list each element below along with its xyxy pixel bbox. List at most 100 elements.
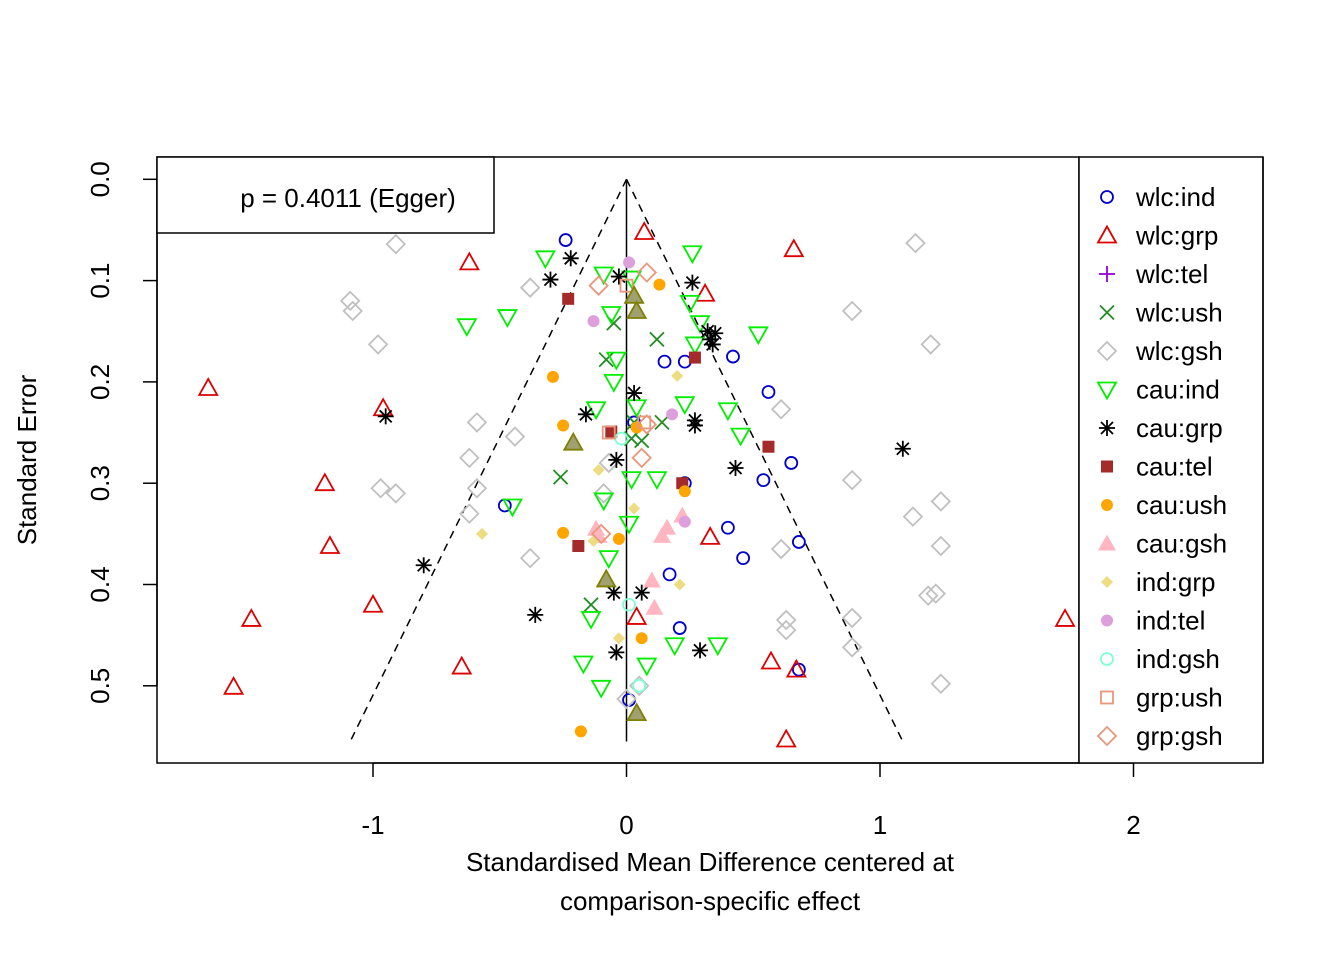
data-point	[756, 473, 771, 488]
data-point	[841, 637, 863, 658]
data-point	[319, 535, 341, 554]
data-point	[603, 373, 625, 393]
legend-marker	[1096, 725, 1118, 747]
data-point	[673, 578, 686, 591]
data-point	[704, 336, 721, 353]
data-point	[562, 292, 575, 305]
data-point	[623, 256, 636, 269]
data-point	[621, 471, 643, 490]
y-tick-label: 0.1	[85, 263, 115, 299]
data-point	[601, 425, 616, 440]
legend: wlc:ind wlc:grp wlc:tel wlc:ush wlc:gsh cau:i…	[1078, 156, 1264, 782]
data-point	[626, 606, 648, 625]
data-point	[637, 415, 652, 430]
data-point	[646, 471, 668, 490]
data-point	[585, 401, 607, 421]
x-tick-label: 2	[1126, 810, 1140, 840]
data-point	[593, 483, 614, 504]
y-tick-label: 0.0	[85, 161, 115, 197]
annotation-box	[156, 156, 495, 234]
data-point	[622, 597, 636, 612]
data-point	[678, 485, 691, 498]
data-point	[664, 637, 686, 657]
data-point	[671, 369, 684, 382]
data-point	[372, 397, 394, 417]
y-tick-label: 0.3	[85, 465, 115, 501]
legend-marker	[1098, 766, 1116, 782]
data-point	[684, 336, 706, 356]
data-point	[694, 282, 716, 302]
data-point	[707, 637, 729, 657]
legend-label: cau:ind	[1136, 375, 1220, 405]
y-tick-label: 0.2	[85, 364, 115, 400]
data-point	[501, 498, 523, 518]
axes: -1 0 1 2 0.0 0.1 0.2 0.3 0.4 0.5	[85, 156, 1141, 840]
y-axis-title: Standard Error	[12, 374, 42, 545]
legend-label: cau:gsh	[1136, 529, 1227, 559]
data-point	[598, 351, 614, 368]
data-point	[649, 331, 665, 347]
data-point	[415, 557, 432, 574]
legend-label: wlc:ind	[1135, 182, 1215, 212]
data-point	[681, 245, 703, 265]
data-point	[527, 606, 544, 623]
data-point	[612, 632, 625, 645]
data-point	[841, 469, 863, 491]
data-point	[688, 351, 701, 364]
legend-label: ind:grp	[1136, 567, 1216, 597]
data-point	[642, 571, 661, 588]
data-point	[726, 349, 740, 364]
data-point	[684, 274, 701, 291]
axis-titles: Standardised Mean Difference centered at…	[12, 374, 955, 916]
data-point	[699, 526, 721, 545]
data-point	[339, 290, 361, 312]
legend-label: cau:grp	[1136, 413, 1223, 443]
data-point	[590, 679, 612, 699]
data-point	[534, 250, 556, 270]
data-point	[633, 584, 650, 601]
x-axis-title-line1: Standardised Mean Difference centered at	[466, 847, 955, 877]
data-point	[542, 271, 559, 288]
data-point	[636, 657, 658, 677]
data-point	[610, 268, 627, 285]
data-point	[770, 398, 792, 420]
data-point	[666, 408, 679, 421]
data-point	[605, 351, 627, 371]
data-point	[466, 412, 488, 433]
data-point	[775, 728, 797, 748]
data-point	[905, 232, 926, 254]
data-point	[626, 385, 643, 402]
data-point	[672, 621, 687, 635]
data-point	[636, 414, 658, 435]
data-point	[367, 334, 389, 355]
data-point	[678, 515, 691, 528]
legend-marker	[1101, 576, 1113, 588]
data-point	[632, 678, 647, 693]
data-point	[626, 702, 648, 722]
data-point	[580, 611, 602, 630]
y-tick-label: 0.4	[85, 566, 115, 602]
data-point	[557, 526, 570, 539]
data-point	[504, 426, 526, 447]
data-point	[572, 655, 594, 675]
data-point	[342, 300, 363, 322]
data-point	[917, 585, 939, 606]
data-point	[630, 421, 643, 434]
data-point	[634, 433, 650, 449]
data-point	[362, 593, 384, 613]
data-point	[557, 419, 570, 432]
data-point	[496, 309, 518, 328]
x-tick-label: -1	[361, 810, 384, 840]
legend-label: cau:tel	[1136, 452, 1213, 482]
data-point	[760, 650, 782, 670]
data-point	[775, 619, 797, 641]
data-point	[619, 278, 634, 293]
data-point	[552, 469, 569, 485]
data-point	[577, 406, 594, 423]
legend-label: grp:ush	[1136, 683, 1223, 713]
data-point	[459, 447, 480, 469]
data-point	[841, 607, 863, 629]
x-tick-label: 1	[873, 810, 887, 840]
data-point	[783, 238, 805, 258]
